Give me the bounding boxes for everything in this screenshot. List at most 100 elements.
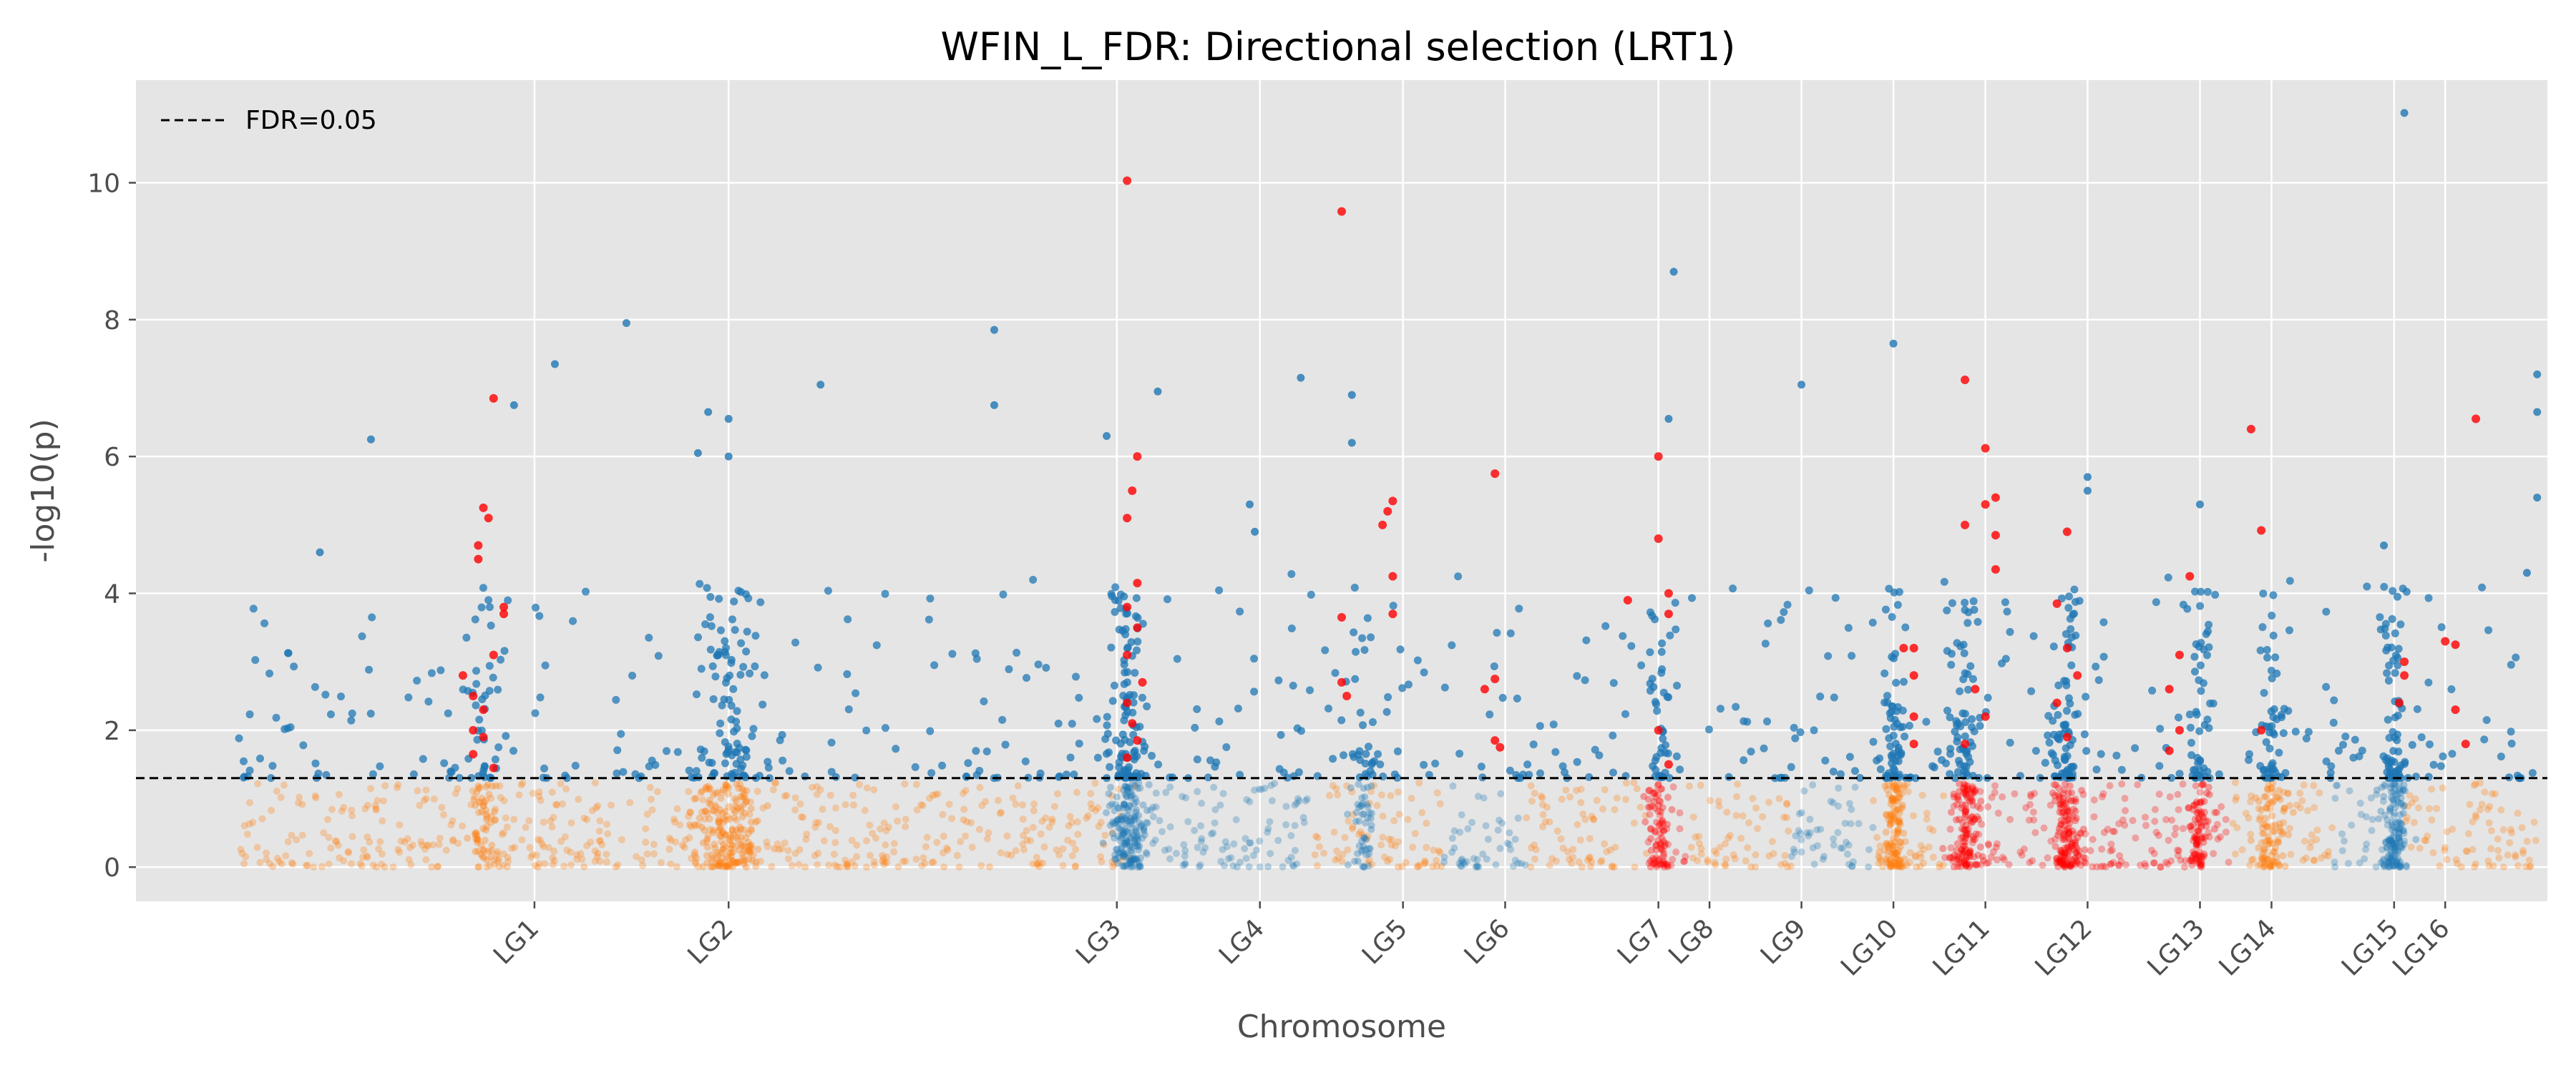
snp-point (939, 849, 947, 857)
snp-point (2362, 846, 2370, 853)
snp-point-significant (732, 717, 741, 726)
snp-point (1722, 840, 1729, 848)
snp-point (1875, 853, 1883, 861)
snp-point (2055, 828, 2063, 836)
snp-point (1891, 862, 1899, 870)
snp-point (1889, 795, 1897, 803)
snp-point (1122, 783, 1130, 790)
snp-point (344, 848, 352, 856)
snp-point (2238, 846, 2246, 854)
snp-point-significant (462, 633, 471, 642)
snp-point (1967, 861, 1975, 868)
snp-point (2073, 857, 2081, 865)
snp-point (2247, 836, 2255, 844)
snp-point (2514, 862, 2522, 870)
snp-point (753, 817, 761, 825)
snp-point (703, 859, 711, 867)
snp-point (1590, 815, 1598, 823)
x-tick-label: LG10 (1835, 913, 1903, 981)
snp-point (2074, 859, 2082, 867)
snp-point (2137, 861, 2145, 869)
snp-point-candidate (2062, 733, 2072, 742)
snp-point (2387, 849, 2395, 857)
snp-point (940, 863, 948, 871)
snp-point-significant (348, 709, 356, 717)
snp-point (1172, 850, 1180, 858)
snp-point (2054, 863, 2062, 871)
snp-point (1960, 783, 1968, 791)
snp-point-significant (464, 687, 472, 695)
snp-point (1681, 857, 1689, 865)
snp-point (699, 795, 707, 803)
snp-point (2188, 853, 2196, 861)
snp-point (1584, 856, 1591, 864)
snp-point (1957, 834, 1965, 842)
snp-point (2267, 785, 2275, 793)
snp-point (1232, 815, 1240, 823)
snp-point-candidate (1664, 589, 1673, 598)
snp-point (2022, 804, 2030, 812)
snp-point (1127, 846, 1135, 854)
snp-point (1653, 863, 1661, 871)
snp-point-significant (1885, 584, 1893, 593)
snp-point (2280, 788, 2288, 796)
snp-point (1893, 787, 1901, 795)
snp-point (2050, 780, 2058, 788)
snp-point (527, 853, 535, 861)
snp-point-significant (1376, 760, 1385, 769)
snp-point (1574, 820, 1581, 828)
snp-point (429, 841, 437, 849)
snp-point (721, 831, 729, 838)
snp-point (2179, 825, 2187, 833)
snp-point-significant (2304, 727, 2313, 736)
snp-point (2049, 789, 2057, 797)
snp-point (2379, 798, 2387, 805)
snp-point (2152, 828, 2160, 836)
snp-point (312, 794, 320, 802)
snp-point (2222, 828, 2230, 836)
snp-point-significant (724, 743, 733, 751)
snp-point (2306, 843, 2314, 851)
snp-point (535, 793, 543, 800)
snp-point (943, 844, 951, 852)
snp-point (2389, 818, 2396, 826)
snp-point (1249, 851, 1257, 859)
snp-point (2269, 858, 2277, 866)
snp-point-significant (1506, 766, 1514, 775)
snp-point (2266, 862, 2274, 870)
snp-point-significant (365, 665, 374, 674)
snp-point-significant (1891, 740, 1900, 748)
snp-point-significant (2190, 667, 2199, 676)
snp-point (282, 852, 290, 860)
snp-point (691, 822, 699, 830)
snp-point-significant (1123, 609, 1132, 618)
snp-point (688, 854, 696, 862)
snp-point (2470, 781, 2478, 789)
snp-point (2059, 801, 2067, 809)
snp-point (673, 863, 680, 871)
snp-point-significant (2097, 750, 2105, 758)
snp-point (2492, 790, 2499, 798)
snp-point (1896, 843, 1904, 851)
snp-point (2166, 793, 2174, 801)
snp-point-candidate (1123, 753, 1132, 763)
snp-point-significant (733, 707, 741, 715)
snp-point (1126, 821, 1133, 829)
snp-point (1435, 847, 1443, 855)
snp-point (578, 856, 586, 863)
snp-point (1963, 785, 1971, 793)
snp-point-significant (1440, 683, 1449, 692)
snp-point (1903, 780, 1911, 788)
snp-point (1958, 818, 1966, 826)
snp-point (2387, 856, 2395, 863)
snp-point-significant (2186, 723, 2195, 732)
snp-point (1948, 854, 1956, 862)
snp-point-significant (419, 755, 427, 763)
snp-point (2280, 804, 2288, 812)
snp-point (2398, 800, 2406, 808)
snp-point (1729, 851, 1737, 859)
snp-point (2029, 808, 2037, 816)
snp-point (2484, 857, 2492, 865)
snp-point (1650, 856, 1658, 863)
snp-point (1660, 850, 1668, 858)
